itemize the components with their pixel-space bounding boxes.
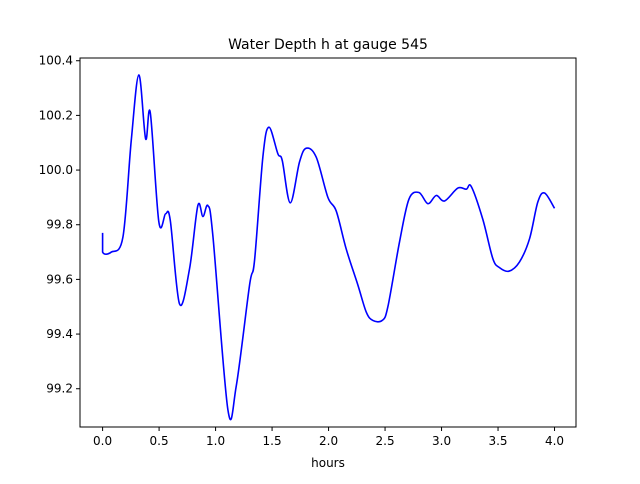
x-tick-label: 2.0 <box>319 434 338 448</box>
y-tick-label: 100.4 <box>39 54 73 68</box>
x-tick-label: 3.5 <box>488 434 507 448</box>
axes-frame <box>79 57 577 428</box>
x-axis-label: hours <box>311 456 345 470</box>
plot-area <box>101 74 556 421</box>
y-tick-label: 99.4 <box>46 327 73 341</box>
x-tick-label: 1.0 <box>206 434 225 448</box>
x-axis: 0.0 0.5 1.0 1.5 2.0 2.5 3.0 3.5 4.0 <box>93 427 564 448</box>
x-tick-label: 0.0 <box>93 434 112 448</box>
x-tick-label: 3.0 <box>432 434 451 448</box>
x-tick-label: 4.0 <box>545 434 564 448</box>
x-tick-label: 1.5 <box>263 434 282 448</box>
chart-title: Water Depth h at gauge 545 <box>228 37 428 53</box>
y-tick-label: 99.8 <box>46 218 73 232</box>
x-tick-label: 0.5 <box>150 434 169 448</box>
y-tick-label: 99.2 <box>46 382 73 396</box>
series-line-h <box>101 74 556 421</box>
y-tick-label: 100.0 <box>39 163 73 177</box>
y-tick-label: 99.6 <box>46 272 73 286</box>
x-tick-label: 2.5 <box>376 434 395 448</box>
y-axis: 99.2 99.4 99.6 99.8 100.0 100.2 100.4 <box>39 54 80 396</box>
y-tick-label: 100.2 <box>39 108 73 122</box>
